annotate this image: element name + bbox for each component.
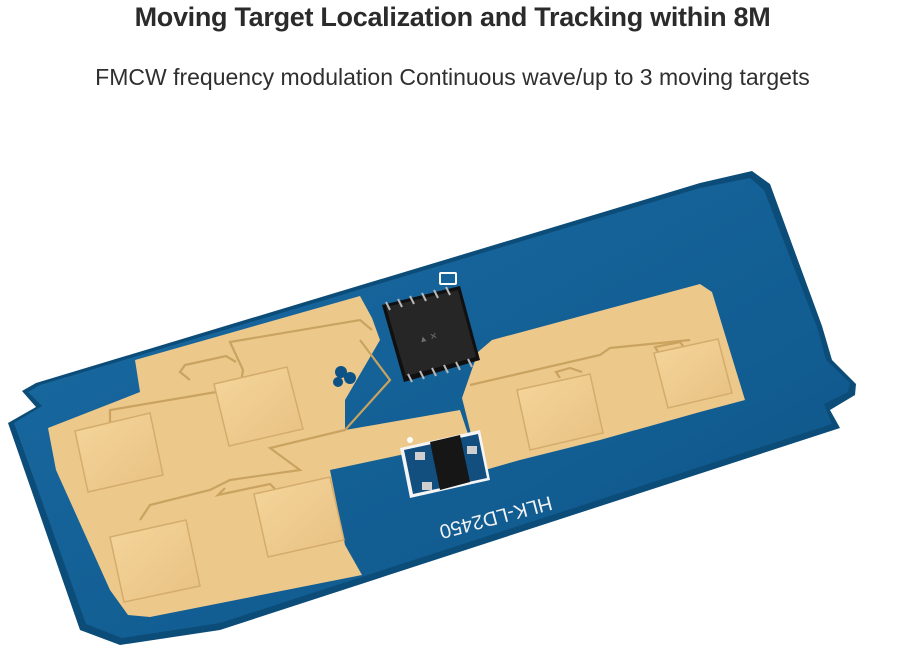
patch-antenna	[653, 338, 733, 409]
feed-lines	[108, 318, 691, 521]
patch-antenna	[253, 476, 345, 558]
patch-antenna	[74, 412, 164, 493]
transistor-component	[400, 430, 490, 498]
radar-chip: ▲ ✕	[382, 286, 480, 383]
svg-text:▲ ✕: ▲ ✕	[418, 330, 439, 344]
patch-antenna	[109, 519, 201, 603]
patch-antenna	[213, 366, 304, 447]
patch-antennas	[74, 338, 733, 603]
page-title: Moving Target Localization and Tracking …	[134, 2, 771, 32]
via-cluster	[333, 366, 356, 387]
patch-antenna	[516, 373, 604, 451]
page-subtitle: FMCW frequency modulation Continuous wav…	[95, 64, 810, 90]
silkscreen-mark	[439, 272, 457, 285]
